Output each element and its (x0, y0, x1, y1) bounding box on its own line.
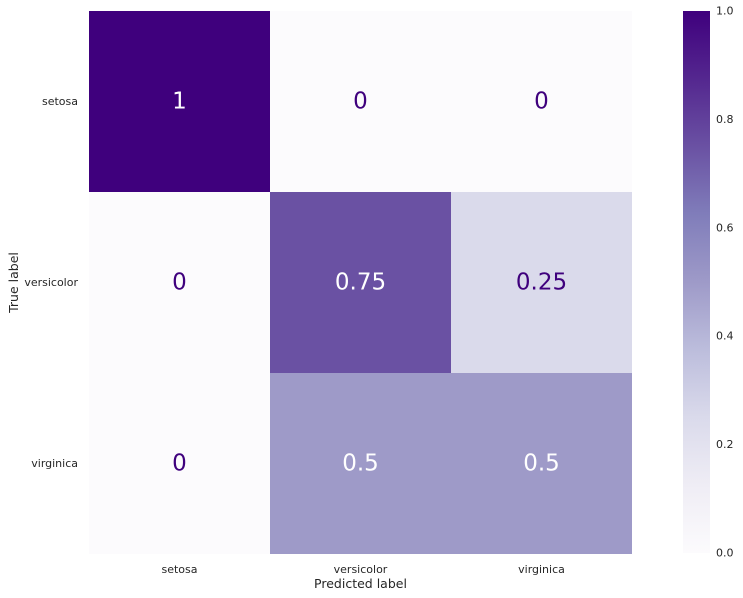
heatmap-cell-labels: 1 0 0 0 0.75 0.25 0 0.5 0.5 (172, 89, 567, 477)
colorbar-tick-label: 0.4 (716, 330, 734, 343)
x-tick-label: virginica (518, 563, 565, 576)
heatmap-cell-0-1 (270, 11, 451, 192)
heatmap-cells (89, 11, 632, 554)
cell-value-label: 1 (172, 89, 187, 115)
colorbar-tick-label: 1.0 (716, 5, 734, 18)
heatmap-cell-1-1 (270, 192, 451, 373)
heatmap-cell-1-0 (89, 192, 270, 373)
heatmap-cell-0-0 (89, 11, 270, 192)
cell-value-label: 0.25 (516, 270, 567, 296)
heatmap-cell-0-2 (451, 11, 632, 192)
colorbar-ticks: 0.0 0.2 0.4 0.6 0.8 1.0 (716, 5, 734, 560)
cell-value-label: 0 (534, 89, 549, 115)
y-tick-label: setosa (42, 95, 78, 108)
y-tick-label: virginica (31, 457, 78, 470)
y-axis-ticks: setosa versicolor virginica (24, 95, 78, 470)
y-tick-label: versicolor (24, 276, 78, 289)
cell-value-label: 0 (353, 89, 368, 115)
colorbar-gradient (683, 11, 710, 553)
cell-value-label: 0 (172, 270, 187, 296)
heatmap-cell-2-2 (451, 373, 632, 554)
cell-value-label: 0 (172, 451, 187, 477)
y-axis-label: True label (6, 252, 21, 314)
colorbar-tick-label: 0.8 (716, 113, 734, 126)
heatmap-cell-1-2 (451, 192, 632, 373)
x-tick-label: setosa (161, 563, 197, 576)
x-axis-label: Predicted label (314, 576, 407, 591)
cell-value-label: 0.5 (342, 451, 379, 477)
cell-value-label: 0.5 (523, 451, 560, 477)
x-tick-label: versicolor (334, 563, 388, 576)
heatmap-cell-2-0 (89, 373, 270, 554)
colorbar: 0.0 0.2 0.4 0.6 0.8 1.0 (683, 5, 734, 560)
x-axis-ticks: setosa versicolor virginica (161, 563, 564, 576)
colorbar-tick-label: 0.6 (716, 221, 734, 234)
colorbar-tick-label: 0.0 (716, 547, 734, 560)
cell-value-label: 0.75 (335, 270, 386, 296)
colorbar-tick-label: 0.2 (716, 438, 734, 451)
heatmap-cell-2-1 (270, 373, 451, 554)
